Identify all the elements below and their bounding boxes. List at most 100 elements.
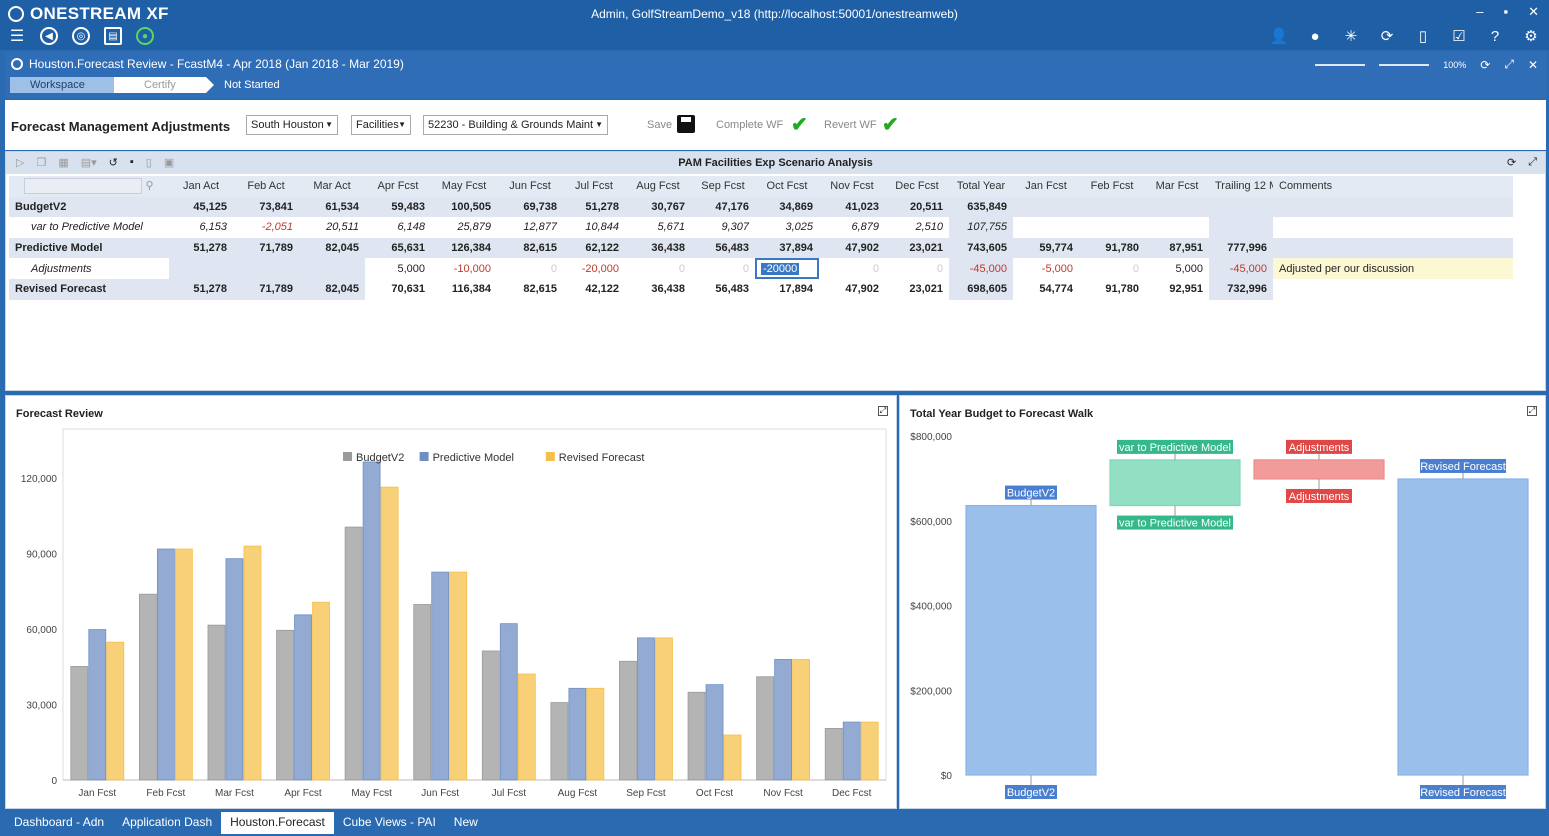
column-header[interactable]: Jul Fcst <box>563 176 625 197</box>
sync-icon[interactable]: ⟳ <box>1380 28 1394 45</box>
column-header[interactable]: Trailing 12 M <box>1209 176 1273 197</box>
copy-icon[interactable]: ❐ <box>36 157 47 169</box>
grid-search-input[interactable] <box>24 178 143 195</box>
excel-icon[interactable]: ▣ <box>163 157 175 169</box>
layout-icon[interactable]: ▤▾ <box>80 157 97 169</box>
column-header[interactable]: Jun Fcst <box>497 176 563 197</box>
grid-cell[interactable]: 0 <box>1132 262 1139 275</box>
grid-cell[interactable]: 0 <box>872 262 879 275</box>
tab-houston-forecast[interactable]: Houston.Forecast <box>221 812 334 834</box>
bar-predictive-model <box>774 659 793 781</box>
grid-cell[interactable]: 0 <box>550 262 557 275</box>
user-icon[interactable]: 👤 <box>1269 28 1289 45</box>
column-header[interactable]: Jan Act <box>169 176 233 197</box>
refresh-spinner-icon[interactable]: ✳ <box>1344 28 1358 45</box>
grid-cell[interactable] <box>233 258 299 279</box>
zoom-slider[interactable] <box>1315 63 1366 66</box>
grid-cell: 30,767 <box>625 196 691 218</box>
entity-select[interactable]: South Houston ▼ <box>246 115 338 135</box>
grid-cell <box>1273 196 1513 218</box>
column-header[interactable]: Sep Fcst <box>691 176 755 197</box>
column-header[interactable]: Total Year <box>949 176 1013 197</box>
maximize-button[interactable]: ▪ <box>1503 4 1509 19</box>
grid-cell[interactable]: 5,000 <box>1175 262 1203 275</box>
grid-search-cell[interactable]: ⚲ <box>9 176 169 197</box>
calculator-icon[interactable]: ▦ <box>58 157 69 169</box>
grid-cell[interactable]: Adjusted per our discussion <box>1273 258 1513 279</box>
document-icon[interactable]: ▯ <box>145 157 152 169</box>
grid-cell[interactable]: -45,000 <box>1209 258 1273 279</box>
grid-cell[interactable]: -20,000 <box>581 262 619 275</box>
grid-cell[interactable]: 0 <box>678 262 685 275</box>
task-list-icon[interactable]: ☑ <box>1452 28 1466 45</box>
account-select[interactable]: 52230 - Building & Grounds Maint ▼ <box>423 115 608 135</box>
grid-refresh-icon[interactable]: ⟳ <box>1506 157 1517 169</box>
grid-cell[interactable]: 0 <box>742 262 749 275</box>
refresh-icon[interactable]: ⟳ <box>1480 57 1491 72</box>
tag-background <box>1117 515 1233 530</box>
column-header[interactable]: Mar Fcst <box>1145 176 1209 197</box>
grid-cell[interactable]: 5,000 <box>397 262 425 275</box>
minimize-button[interactable]: – <box>1476 4 1484 19</box>
pages-icon[interactable]: ▤ <box>104 27 122 45</box>
grid-cell[interactable]: -45,000 <box>949 258 1013 279</box>
column-header[interactable]: Comments <box>1273 176 1513 197</box>
grid-cell: 56,483 <box>715 283 749 296</box>
save-button[interactable]: Save <box>647 119 673 131</box>
expand-icon[interactable]: ⤢ <box>1527 406 1537 416</box>
x-tick-label: Dec Fcst <box>832 788 872 799</box>
grid-cell[interactable]: -5,000 <box>1041 262 1073 275</box>
close-button[interactable]: ✕ <box>1528 4 1539 19</box>
complete-check-icon[interactable]: ✔ <box>791 114 808 136</box>
grid-cell[interactable]: -10,000 <box>453 262 491 275</box>
column-header[interactable]: Nov Fcst <box>819 176 885 197</box>
step-certify[interactable]: Certify <box>114 77 214 93</box>
grid-cell[interactable]: 0 <box>936 262 943 275</box>
complete-wf-button[interactable]: Complete WF <box>716 119 784 131</box>
grid-cell: 20,511 <box>885 196 949 218</box>
expand-icon[interactable]: ⤢ <box>878 406 888 416</box>
column-header[interactable]: Feb Fcst <box>1079 176 1145 197</box>
grid-cell <box>1079 196 1145 218</box>
help-icon[interactable]: ? <box>1490 27 1500 45</box>
grid-save-icon[interactable]: ▪ <box>129 156 134 168</box>
tab-cube-views[interactable]: Cube Views - PAI <box>342 815 436 829</box>
user-alert-icon[interactable]: ● <box>1310 27 1320 45</box>
play-icon[interactable]: ▷ <box>16 157 25 169</box>
revert-wf-button[interactable]: Revert WF <box>824 119 877 131</box>
grid-expand-icon[interactable]: ⤢ <box>1528 156 1537 168</box>
column-header[interactable]: Jan Fcst <box>1013 176 1079 197</box>
walk-tag-bottom: Revised Forecast <box>1420 787 1506 799</box>
step-workspace[interactable]: Workspace <box>10 77 114 93</box>
column-header[interactable]: Apr Fcst <box>365 176 431 197</box>
column-header[interactable]: Dec Fcst <box>885 176 949 197</box>
popout-icon[interactable]: ⤢ <box>1504 57 1514 71</box>
menu-icon[interactable]: ☰ <box>9 28 25 45</box>
tab-dashboard-admin[interactable]: Dashboard - Adn <box>14 815 105 829</box>
category-select[interactable]: Facilities ▼ <box>351 115 411 135</box>
close-workflow-icon[interactable]: ✕ <box>1527 57 1538 72</box>
settings-icon[interactable]: ⚙ <box>1524 28 1538 45</box>
revert-check-icon[interactable]: ✔ <box>882 114 899 136</box>
filter-icon[interactable]: ⚲ <box>145 180 154 193</box>
grid-cell[interactable] <box>299 258 365 279</box>
x-tick-label: Jun Fcst <box>421 788 459 799</box>
column-header[interactable]: Oct Fcst <box>755 176 819 197</box>
grid-cell[interactable] <box>169 258 233 279</box>
status-icon[interactable]: ● <box>136 27 154 45</box>
zoom-slider-track[interactable] <box>1379 63 1430 66</box>
tab-application-dash[interactable]: Application Dash <box>122 815 213 829</box>
clipboard-icon[interactable]: ▯ <box>1418 28 1428 45</box>
active-edit-value[interactable]: -20000 <box>761 262 800 275</box>
column-header[interactable]: Aug Fcst <box>625 176 691 197</box>
undo-icon[interactable]: ↺ <box>108 157 118 169</box>
column-header[interactable]: Mar Act <box>299 176 365 197</box>
column-header[interactable]: Feb Act <box>233 176 299 197</box>
tab-new[interactable]: New <box>453 815 478 829</box>
save-icon[interactable] <box>677 115 695 133</box>
globe-icon[interactable]: ◎ <box>72 27 90 45</box>
back-icon[interactable]: ◀ <box>40 27 58 45</box>
column-header[interactable]: May Fcst <box>431 176 497 197</box>
grid-cell[interactable]: -20000 <box>755 258 819 279</box>
tag-background <box>1117 439 1233 454</box>
